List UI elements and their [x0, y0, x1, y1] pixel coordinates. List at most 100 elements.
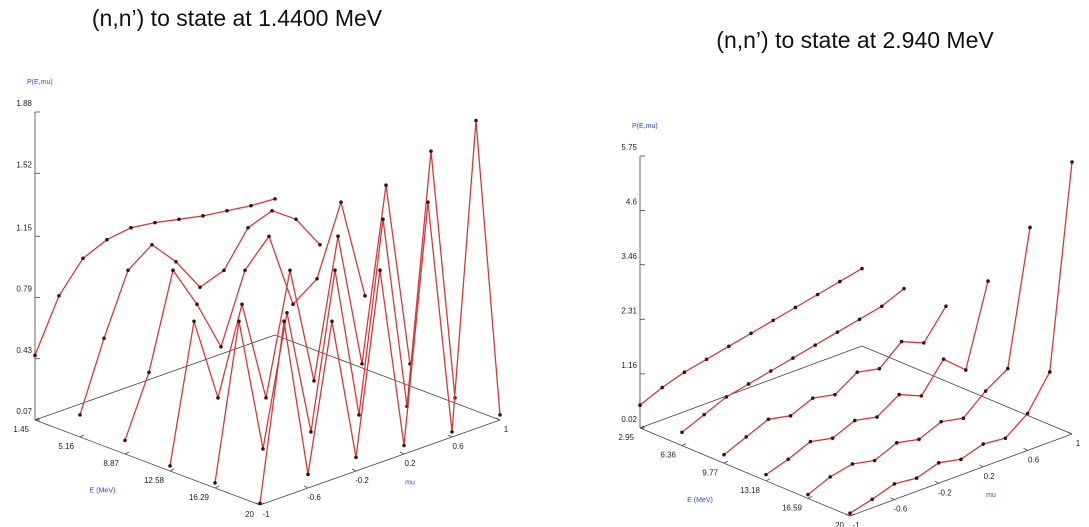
- x-tick: [79, 434, 85, 438]
- chart-title: (n,n’) to state at 2.940 MeV: [716, 27, 994, 53]
- point: [813, 343, 817, 347]
- point: [360, 362, 364, 366]
- point: [249, 203, 253, 208]
- z-tick-label: 0.43: [16, 346, 32, 355]
- point: [291, 302, 295, 307]
- x-tick: [124, 451, 130, 455]
- point: [964, 368, 968, 372]
- point: [363, 294, 367, 298]
- point: [853, 418, 857, 423]
- x-tick: [169, 468, 175, 472]
- y-tick: [1023, 448, 1028, 451]
- point: [808, 439, 813, 444]
- point: [198, 285, 202, 290]
- point: [919, 394, 924, 398]
- point: [860, 266, 864, 271]
- x-tick-label: 5.16: [58, 442, 74, 451]
- point: [793, 305, 798, 310]
- point: [764, 472, 768, 477]
- x-tick: [639, 425, 645, 429]
- point: [330, 319, 334, 324]
- curve: [214, 151, 456, 483]
- point: [680, 430, 684, 435]
- point: [294, 217, 298, 222]
- point: [306, 472, 310, 477]
- y-axis-label: mu: [405, 479, 415, 486]
- y-tick: [934, 480, 939, 484]
- point: [285, 310, 289, 315]
- point: [126, 268, 130, 273]
- z-axis-label: P(E,mu): [27, 79, 53, 86]
- y-tick: [979, 464, 984, 468]
- axis-line: [639, 427, 851, 517]
- axis-line: [639, 345, 863, 429]
- point: [828, 475, 832, 479]
- point: [192, 319, 196, 324]
- point: [216, 396, 220, 400]
- y-tick: [303, 485, 309, 489]
- point: [384, 183, 388, 187]
- point: [102, 336, 106, 341]
- x-tick-label: 16.59: [782, 504, 803, 513]
- point: [838, 279, 842, 284]
- axis-line: [274, 334, 501, 421]
- z-tick-label: 1.88: [16, 99, 32, 108]
- point: [1048, 370, 1052, 374]
- point: [147, 370, 151, 375]
- curve: [79, 209, 321, 416]
- x-tick: [765, 478, 771, 482]
- y-tick: [890, 497, 895, 500]
- point: [744, 435, 748, 439]
- point: [937, 460, 941, 465]
- point: [273, 197, 277, 201]
- point: [33, 353, 37, 358]
- point: [168, 464, 172, 468]
- point: [219, 345, 223, 349]
- point: [875, 415, 879, 419]
- x-tick: [214, 485, 220, 489]
- point: [240, 302, 244, 307]
- curve: [681, 288, 905, 433]
- point: [959, 457, 963, 462]
- point: [243, 268, 247, 273]
- point: [806, 492, 810, 497]
- x-tick: [849, 513, 855, 517]
- point: [315, 276, 319, 281]
- point: [1006, 366, 1010, 371]
- y-tick-label: -0.2: [938, 488, 952, 497]
- point: [153, 220, 157, 225]
- axis-line: [849, 433, 1073, 517]
- point: [282, 319, 286, 324]
- point: [498, 413, 502, 417]
- x-tick-label: 13.18: [740, 486, 761, 495]
- point: [941, 357, 946, 361]
- point: [786, 457, 790, 462]
- point: [788, 414, 793, 418]
- z-tick-label: 3.46: [621, 252, 637, 261]
- y-tick: [845, 513, 851, 517]
- point: [270, 208, 274, 213]
- y-tick-label: 0.6: [1028, 456, 1040, 465]
- point: [237, 319, 241, 324]
- y-axis-label: mu: [986, 492, 996, 499]
- point: [312, 379, 316, 383]
- z-tick-label: 1.15: [16, 223, 32, 232]
- point: [961, 416, 966, 421]
- curve: [765, 280, 989, 476]
- point: [78, 413, 82, 417]
- z-tick-label: 4.6: [626, 198, 638, 207]
- point: [246, 225, 250, 230]
- axis-line: [861, 345, 1073, 435]
- point: [426, 200, 430, 204]
- point: [749, 331, 753, 336]
- y-tick: [1067, 431, 1073, 435]
- point: [1028, 225, 1032, 230]
- point: [771, 318, 775, 323]
- z-tick-label: 0.02: [621, 415, 637, 424]
- point: [682, 370, 687, 375]
- z-tick-label: 2.31: [621, 306, 637, 315]
- point: [261, 447, 265, 451]
- point: [336, 234, 340, 239]
- z-tick-label: 5.75: [621, 143, 637, 152]
- point: [381, 217, 385, 221]
